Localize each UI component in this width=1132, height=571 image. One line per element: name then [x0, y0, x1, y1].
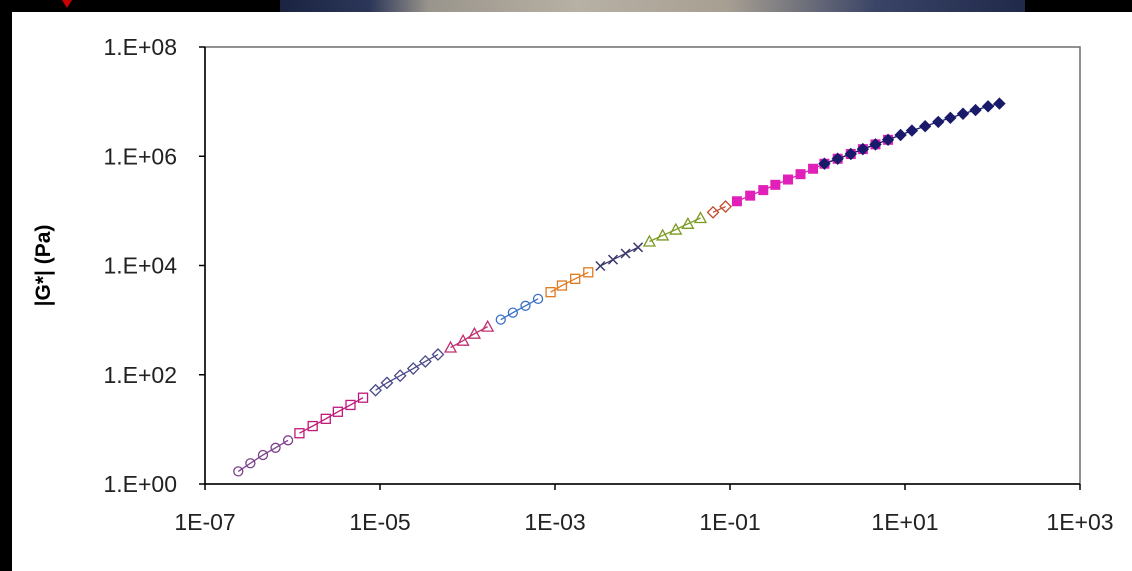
data-point — [642, 234, 657, 247]
series-line — [375, 353, 439, 391]
x-tick-label: 1E-03 — [524, 509, 585, 535]
plot-area — [204, 46, 1081, 485]
x-tick-label: 1E+01 — [871, 509, 938, 535]
data-point — [869, 138, 882, 151]
data-point — [795, 169, 806, 180]
series-6 — [545, 267, 594, 298]
data-point — [282, 435, 294, 446]
data-point — [245, 458, 256, 469]
data-point — [932, 115, 945, 129]
series-7 — [595, 242, 644, 272]
data-point — [944, 111, 957, 125]
data-point — [656, 228, 670, 241]
chart-svg: |G*| (Pa) 1E-07 1E-05 1E-03 1E-01 1E+01 1E+03… — [32, 34, 1114, 535]
series-2 — [294, 392, 369, 439]
data-point — [507, 307, 519, 318]
data-point — [233, 466, 244, 477]
data-point — [294, 428, 305, 439]
data-point — [856, 142, 870, 156]
data-point — [770, 179, 781, 190]
data-point — [380, 376, 394, 390]
y-tick-label: 1.E+06 — [103, 143, 177, 169]
x-tick-label: 1E-05 — [349, 509, 410, 535]
y-axis-title: |G*| (Pa) — [32, 225, 55, 307]
series-line — [299, 397, 364, 434]
series-line — [712, 205, 726, 213]
y-tick-label: 1.E+04 — [103, 253, 177, 279]
data-point — [993, 97, 1006, 110]
data-point — [981, 100, 995, 113]
series-1 — [233, 435, 294, 477]
x-tick-label: 1E-07 — [174, 509, 235, 535]
series-11 — [818, 97, 1006, 170]
series-line — [550, 271, 589, 293]
data-point — [831, 152, 844, 165]
data-point — [669, 222, 683, 235]
data-point — [357, 392, 369, 403]
data-point — [905, 124, 919, 137]
data-point — [570, 273, 581, 284]
data-point — [745, 190, 756, 201]
data-point — [681, 216, 695, 229]
series-3 — [369, 348, 445, 397]
data-point — [818, 157, 831, 170]
data-point — [556, 280, 568, 291]
data-point — [918, 119, 932, 133]
series-5 — [495, 293, 544, 325]
data-point — [431, 348, 445, 361]
data-point — [307, 420, 318, 432]
y-axis-ticks: 1.E+00 1.E+02 1.E+04 1.E+06 1.E+08 — [103, 34, 205, 497]
data-point — [369, 383, 382, 397]
data-point — [620, 248, 631, 259]
data-point — [495, 314, 506, 325]
data-point — [731, 196, 742, 207]
series-line — [600, 246, 639, 267]
y-tick-label: 1.E+00 — [103, 471, 177, 497]
data-point — [808, 163, 819, 174]
data-point — [270, 442, 281, 453]
x-axis-ticks: 1E-07 1E-05 1E-03 1E-01 1E+01 1E+03 — [174, 484, 1114, 535]
data-point — [320, 413, 331, 424]
data-point — [758, 185, 769, 196]
data-point — [956, 107, 970, 120]
chart-panel: |G*| (Pa) 1E-07 1E-05 1E-03 1E-01 1E+01 1E+03… — [12, 12, 1132, 571]
data-point — [595, 260, 606, 272]
data-point — [583, 267, 594, 278]
series-9 — [706, 200, 732, 219]
series-layer — [233, 97, 1006, 477]
data-point — [969, 103, 982, 117]
y-tick-label: 1.E+08 — [103, 34, 177, 60]
data-point — [881, 133, 895, 147]
y-tick-label: 1.E+02 — [103, 362, 177, 388]
data-point — [418, 355, 432, 368]
data-point — [393, 369, 407, 383]
data-point — [443, 340, 458, 353]
data-point — [693, 211, 708, 224]
data-point — [719, 200, 732, 213]
data-point — [467, 326, 482, 339]
data-point — [607, 254, 619, 265]
data-point — [894, 128, 907, 142]
data-point — [844, 147, 857, 161]
data-point — [782, 174, 793, 185]
data-point — [456, 333, 470, 346]
series-line — [500, 298, 539, 321]
data-point — [481, 319, 495, 332]
data-point — [520, 300, 531, 311]
data-point — [545, 287, 556, 298]
data-point — [345, 399, 356, 411]
x-tick-label: 1E-01 — [699, 509, 760, 535]
x-tick-label: 1E+03 — [1046, 509, 1113, 535]
data-point — [706, 205, 720, 219]
data-point — [633, 242, 644, 253]
series-8 — [642, 211, 708, 247]
data-point — [257, 449, 269, 461]
top-photo-fragment — [280, 0, 1025, 12]
red-arrow-fragment — [62, 0, 72, 8]
data-point — [406, 362, 420, 375]
data-point — [532, 293, 544, 305]
series-4 — [443, 319, 495, 353]
data-point — [332, 406, 344, 417]
